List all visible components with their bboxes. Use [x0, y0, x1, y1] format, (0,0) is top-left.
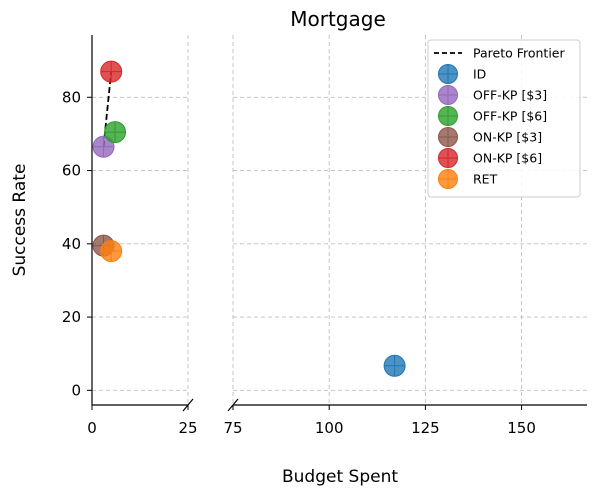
legend-swatch: [438, 148, 458, 168]
legend-box: [427, 39, 581, 198]
x-tick-label: 125: [411, 419, 440, 437]
x-axis-label: Budget Spent: [282, 467, 398, 487]
point-ret: [100, 240, 123, 263]
points-layer: [92, 60, 406, 377]
y-tick-label: 80: [62, 88, 81, 106]
x-tick-label: 0: [87, 419, 97, 437]
axis-ticks: 0 20 40 60 80 0 25 75 100 125 150: [62, 88, 536, 437]
y-tick-label: 40: [62, 235, 81, 253]
legend-label: OFF-KP [$6]: [473, 109, 547, 124]
legend-label: ON-KP [$3]: [473, 130, 542, 145]
x-tick-label: 150: [507, 419, 536, 437]
legend-label: ON-KP [$6]: [473, 151, 542, 166]
y-tick-label: 0: [71, 381, 81, 399]
point-off-kp-6: [104, 121, 127, 144]
legend: Pareto Frontier ID OFF-KP [$3] OFF-KP [$6] O…: [427, 39, 581, 198]
point-on-kp-6: [100, 60, 123, 83]
x-tick-label: 100: [315, 419, 344, 437]
legend-label-pareto-frontier: Pareto Frontier: [473, 46, 565, 61]
x-tick-label: 25: [178, 419, 197, 437]
legend-swatch: [438, 85, 458, 105]
legend-swatch: [438, 64, 458, 84]
x-tick-label: 75: [223, 419, 242, 437]
y-axis-label: Success Rate: [10, 164, 30, 277]
y-tick-label: 20: [62, 308, 81, 326]
legend-swatch: [438, 127, 458, 147]
legend-label: OFF-KP [$3]: [473, 88, 547, 103]
legend-label: ID: [473, 67, 486, 82]
point-id: [383, 354, 406, 377]
chart-title: Mortgage: [290, 7, 386, 31]
legend-label: RET: [473, 172, 498, 187]
legend-swatch: [438, 169, 458, 189]
legend-swatch: [438, 106, 458, 126]
y-tick-label: 60: [62, 162, 81, 180]
point-off-kp-3: [92, 135, 115, 158]
axes-spines: [91, 35, 587, 412]
